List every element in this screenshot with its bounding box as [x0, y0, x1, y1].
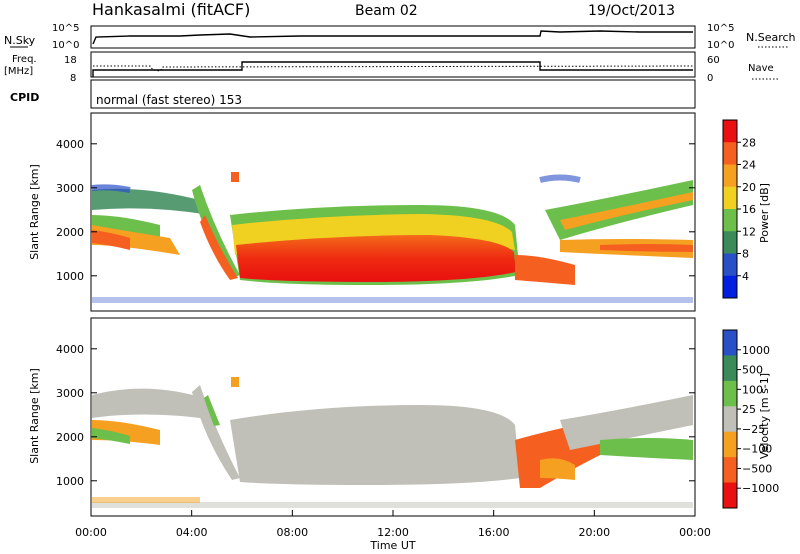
velocity-colorbar-tick-label: −25 [742, 423, 765, 436]
nsky-trace [92, 30, 693, 45]
power-colorbar-swatch [723, 275, 737, 299]
freq-label: Freq. [12, 54, 37, 65]
velocity-colorbar-swatch [723, 482, 737, 509]
noise-left-tick-bottom: 10^0 [52, 40, 79, 51]
velocity-colorbar-swatch [723, 406, 737, 433]
power-colorbar-swatch [723, 231, 737, 254]
power-colorbar-swatch [723, 120, 737, 143]
velocity-panel: 4000 3000 2000 1000 Slant Range [km] 1000 50… [28, 317, 779, 517]
nsearch-label: N.Search [746, 31, 796, 44]
velocity-ytick-label: 3000 [56, 387, 84, 400]
velocity-ytick-label: 1000 [56, 475, 84, 488]
power-colorbar-tick-label: 12 [742, 225, 756, 238]
velocity-colorbar-frame [722, 329, 738, 509]
noise-left-tick-top: 10^5 [52, 23, 79, 34]
x-tick-label: 12:00 [377, 526, 409, 539]
nave-label: Nave [748, 63, 774, 74]
x-axis-ticks: 00:00 04:00 08:00 12:00 16:00 20:00 00:00 [75, 510, 711, 539]
nave-tick-top: 60 [707, 55, 720, 66]
power-colorbar-swatch [723, 142, 737, 165]
power-colorbar-swatch [723, 209, 737, 232]
velocity-colorbar: 1000 500 100 25 −25 −100 −500 −1000 Velocity [m… [722, 329, 779, 509]
power-colorbar-swatch [723, 186, 737, 210]
freq-panel: Freq. [MHz] 18 8 60 0 Nave [4, 51, 778, 84]
velocity-colorbar-tick-label: 1000 [742, 344, 770, 357]
power-colorbar-tick-label: 24 [742, 159, 756, 172]
site-title: Hankasalmi (fitACF) [92, 0, 250, 19]
x-tick-label: 20:00 [578, 526, 610, 539]
velocity-colorbar-tick-label: −100 [742, 443, 772, 456]
power-colorbar-swatch [723, 253, 737, 277]
cpid-panel: CPID normal (fast stereo) 153 [10, 79, 696, 109]
x-tick-label: 08:00 [276, 526, 308, 539]
power-panel: 4000 3000 2000 1000 Slant Range [km] 28 24 20… [28, 112, 771, 312]
velocity-colorbar-tick-label: −1000 [742, 482, 779, 495]
power-yticks: 4000 3000 2000 1000 [56, 138, 695, 283]
noise-panel: N.Sky 10^5 10^0 10^5 10^0 N.Search [4, 23, 796, 51]
velocity-heatmap [91, 318, 695, 516]
freq-tick-top: 18 [64, 55, 77, 66]
power-ytick-label: 3000 [56, 182, 84, 195]
velocity-colorbar-label: Velocity [m s-1] [758, 373, 771, 459]
velocity-colorbar-swatch [723, 330, 737, 356]
velocity-colorbar-tick-label: 100 [742, 383, 763, 396]
power-colorbar-label: Power [dB] [758, 183, 771, 243]
power-heatmap [91, 113, 695, 311]
power-colorbar-tick-label: 8 [742, 248, 749, 261]
power-colorbar-tick-label: 28 [742, 136, 756, 149]
power-colorbar-tick-label: 4 [742, 270, 749, 283]
velocity-colorbar-tick-label: 500 [742, 364, 763, 377]
power-ytick-label: 1000 [56, 270, 84, 283]
cpid-label: CPID [10, 91, 39, 104]
velocity-ytick-label: 2000 [56, 431, 84, 444]
nave-trace [93, 65, 694, 72]
velocity-ylabel: Slant Range [km] [28, 368, 41, 464]
x-tick-label: 00:00 [679, 526, 711, 539]
freq-unit-label: [MHz] [4, 66, 33, 77]
nsky-label: N.Sky [4, 34, 36, 47]
power-colorbar-tick-label: 20 [742, 181, 756, 194]
x-axis-label: Time UT [369, 539, 415, 552]
noise-right-tick-top: 10^5 [707, 23, 734, 34]
x-tick-label: 00:00 [75, 526, 107, 539]
x-tick-label: 16:00 [478, 526, 510, 539]
velocity-colorbar-swatch [723, 355, 737, 382]
velocity-colorbar-tick-label: −500 [742, 462, 772, 475]
nave-tick-bottom: 0 [707, 73, 713, 84]
power-colorbar-tick-label: 16 [742, 203, 756, 216]
power-colorbar: 28 24 20 16 12 8 4 Power [dB] [722, 119, 771, 299]
power-ytick-label: 2000 [56, 226, 84, 239]
noise-right-tick-bottom: 10^0 [707, 40, 734, 51]
velocity-yticks: 4000 3000 2000 1000 [56, 343, 695, 488]
beam-title: Beam 02 [355, 3, 418, 19]
power-ylabel: Slant Range [km] [28, 164, 41, 260]
velocity-colorbar-swatch [723, 457, 737, 484]
power-ytick-label: 4000 [56, 138, 84, 151]
velocity-colorbar-swatch [723, 431, 737, 458]
freq-tick-bottom: 8 [70, 73, 76, 84]
velocity-colorbar-swatch [723, 380, 737, 407]
cpid-text: normal (fast stereo) 153 [96, 93, 242, 107]
freq-trace [92, 61, 693, 77]
velocity-colorbar-tick-label: 25 [742, 403, 756, 416]
velocity-ytick-label: 4000 [56, 343, 84, 356]
date-title: 19/Oct/2013 [588, 3, 675, 19]
power-colorbar-swatch [723, 164, 737, 188]
x-tick-label: 04:00 [176, 526, 208, 539]
